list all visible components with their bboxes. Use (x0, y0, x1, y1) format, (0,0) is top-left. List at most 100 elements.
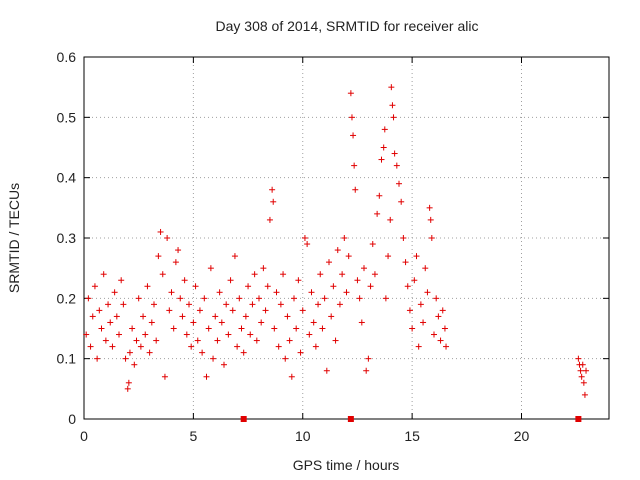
data-point (157, 228, 164, 235)
data-point (107, 319, 114, 326)
data-point (205, 325, 212, 332)
data-point (183, 331, 190, 338)
data-point (258, 319, 265, 326)
data-point (260, 265, 267, 272)
data-point (424, 289, 431, 296)
data-point (295, 277, 302, 284)
data-point (365, 355, 372, 362)
data-point (328, 313, 335, 320)
data-point (100, 271, 107, 278)
x-tick-label: 5 (189, 428, 197, 444)
data-point (201, 295, 208, 302)
data-point (374, 210, 381, 217)
data-point (341, 235, 348, 241)
data-point (361, 265, 367, 272)
data-point (367, 283, 374, 290)
data-point (236, 295, 243, 302)
data-point (439, 307, 446, 314)
data-point (319, 325, 326, 332)
data-point (159, 271, 166, 278)
y-axis-label: SRMTID / TECUs (6, 183, 22, 293)
data-point (199, 349, 206, 356)
data-point (356, 295, 363, 302)
data-point (89, 313, 96, 320)
data-point (297, 349, 304, 356)
data-point (83, 331, 90, 338)
data-points (83, 84, 590, 422)
y-tick-label: 0.3 (57, 230, 77, 246)
data-point (231, 253, 238, 260)
data-point (186, 301, 192, 308)
data-point (578, 373, 585, 380)
data-point (428, 235, 435, 241)
data-point (385, 253, 392, 260)
data-point (420, 319, 427, 326)
data-point (577, 367, 584, 374)
data-point (266, 216, 273, 223)
data-point (406, 307, 413, 314)
data-point (288, 373, 295, 380)
data-point (177, 295, 184, 302)
data-point (234, 343, 241, 350)
data-point (111, 289, 118, 296)
data-point (426, 204, 433, 211)
data-point (339, 271, 346, 278)
y-tick-label: 0.4 (57, 170, 77, 186)
data-point (323, 367, 330, 374)
data-point (390, 114, 397, 121)
data-point (270, 198, 277, 205)
data-point (398, 198, 405, 205)
data-point (306, 331, 313, 338)
data-point (124, 385, 131, 392)
data-point (330, 283, 337, 290)
data-point (277, 301, 284, 308)
data-point (142, 331, 149, 338)
data-point (192, 283, 199, 290)
data-point (190, 319, 197, 326)
data-point (280, 271, 287, 278)
data-point (223, 301, 230, 308)
data-point (170, 325, 177, 332)
data-point (400, 235, 407, 241)
data-point (137, 343, 144, 350)
data-point (575, 355, 582, 362)
data-point (409, 325, 416, 332)
data-point (155, 253, 162, 260)
data-point (376, 192, 383, 199)
data-point (581, 391, 588, 398)
data-point (109, 343, 116, 350)
data-point (273, 289, 280, 296)
data-point (102, 337, 109, 344)
data-point (336, 301, 343, 308)
data-point (269, 186, 276, 193)
data-point (315, 301, 322, 308)
data-point (393, 162, 400, 169)
data-point (144, 283, 151, 290)
data-point (91, 283, 98, 290)
data-point (382, 295, 389, 302)
data-point (343, 289, 350, 296)
data-point (317, 271, 324, 278)
data-point (194, 337, 201, 344)
data-point (354, 277, 361, 284)
data-point (291, 295, 297, 302)
data-point (253, 337, 260, 344)
data-point (378, 156, 385, 163)
data-point (271, 325, 278, 332)
data-point (350, 132, 357, 139)
data-point (251, 271, 258, 278)
data-point (116, 331, 122, 338)
data-point (371, 271, 378, 278)
data-point (216, 289, 223, 296)
data-point (164, 235, 171, 241)
data-point (181, 277, 188, 284)
data-point (120, 301, 127, 308)
data-point (118, 277, 125, 284)
data-point (380, 144, 387, 151)
zero-marker (240, 416, 247, 422)
data-point (262, 307, 269, 314)
data-point (387, 216, 394, 223)
data-point (214, 337, 221, 344)
data-point (308, 289, 315, 296)
zero-marker (575, 416, 582, 422)
